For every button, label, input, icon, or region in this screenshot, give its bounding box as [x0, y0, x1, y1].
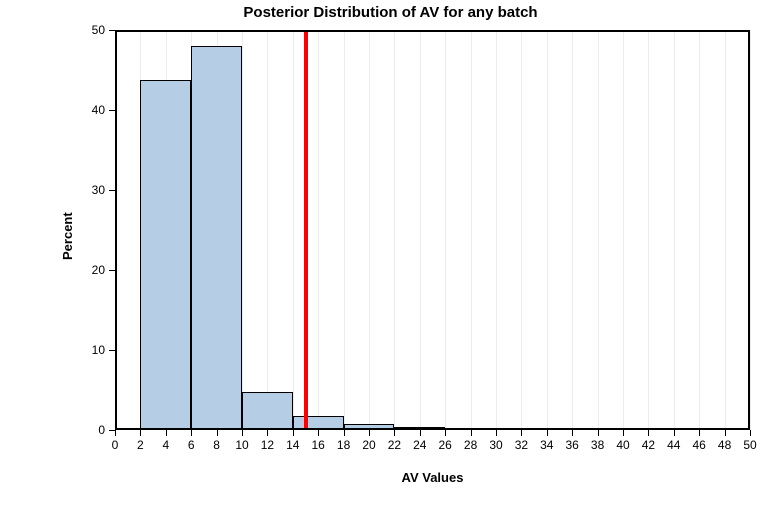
x-tick [420, 430, 421, 436]
gridline [420, 30, 421, 430]
histogram-bar [242, 392, 293, 430]
x-tick [750, 430, 751, 436]
x-tick-label: 16 [306, 438, 330, 452]
y-axis-label: Percent [60, 212, 75, 260]
x-tick [725, 430, 726, 436]
gridline [115, 30, 116, 430]
y-tick-label: 40 [75, 103, 105, 117]
x-tick-label: 44 [662, 438, 686, 452]
gridline [750, 30, 751, 430]
x-tick [623, 430, 624, 436]
x-tick [572, 430, 573, 436]
x-tick [293, 430, 294, 436]
y-tick [109, 270, 115, 271]
x-tick [166, 430, 167, 436]
x-tick-label: 38 [586, 438, 610, 452]
gridline [445, 30, 446, 430]
x-tick [369, 430, 370, 436]
gridline [318, 30, 319, 430]
x-tick-label: 0 [103, 438, 127, 452]
x-tick-label: 42 [636, 438, 660, 452]
x-tick [140, 430, 141, 436]
x-tick [648, 430, 649, 436]
histogram-bar [140, 80, 191, 430]
x-tick [699, 430, 700, 436]
x-tick-label: 20 [357, 438, 381, 452]
chart-container: Posterior Distribution of AV for any bat… [0, 0, 781, 517]
gridline [598, 30, 599, 430]
x-tick-label: 26 [433, 438, 457, 452]
x-tick [217, 430, 218, 436]
x-tick-label: 46 [687, 438, 711, 452]
gridline [699, 30, 700, 430]
x-tick [496, 430, 497, 436]
y-tick [109, 350, 115, 351]
x-tick [598, 430, 599, 436]
x-tick-label: 2 [128, 438, 152, 452]
x-tick-label: 36 [560, 438, 584, 452]
x-tick-label: 6 [179, 438, 203, 452]
chart-title: Posterior Distribution of AV for any bat… [0, 4, 781, 21]
x-tick-label: 12 [255, 438, 279, 452]
x-tick-label: 4 [154, 438, 178, 452]
gridline [648, 30, 649, 430]
x-tick-label: 32 [509, 438, 533, 452]
x-tick [267, 430, 268, 436]
x-tick [242, 430, 243, 436]
histogram-bar [191, 46, 242, 430]
x-tick-label: 10 [230, 438, 254, 452]
y-tick-label: 10 [75, 343, 105, 357]
x-tick [394, 430, 395, 436]
y-tick [109, 190, 115, 191]
x-tick [445, 430, 446, 436]
gridline [674, 30, 675, 430]
gridline [267, 30, 268, 430]
x-tick [115, 430, 116, 436]
histogram-bar [293, 416, 344, 430]
x-tick-label: 8 [205, 438, 229, 452]
x-tick [547, 430, 548, 436]
x-tick-label: 28 [459, 438, 483, 452]
y-tick-label: 30 [75, 183, 105, 197]
x-tick-label: 48 [713, 438, 737, 452]
gridline [725, 30, 726, 430]
gridline [242, 30, 243, 430]
x-tick-label: 30 [484, 438, 508, 452]
x-tick-label: 40 [611, 438, 635, 452]
gridline [394, 30, 395, 430]
gridline [344, 30, 345, 430]
x-tick [191, 430, 192, 436]
gridline [547, 30, 548, 430]
x-tick-label: 24 [408, 438, 432, 452]
y-tick [109, 30, 115, 31]
x-tick-label: 50 [738, 438, 762, 452]
x-tick [521, 430, 522, 436]
gridline [496, 30, 497, 430]
x-tick-label: 34 [535, 438, 559, 452]
gridline [623, 30, 624, 430]
reference-line [304, 30, 308, 430]
x-tick-label: 22 [382, 438, 406, 452]
x-tick [471, 430, 472, 436]
x-tick-label: 14 [281, 438, 305, 452]
gridline [369, 30, 370, 430]
y-tick-label: 0 [75, 423, 105, 437]
x-tick-label: 18 [332, 438, 356, 452]
y-tick [109, 110, 115, 111]
x-tick [318, 430, 319, 436]
gridline [471, 30, 472, 430]
y-tick-label: 20 [75, 263, 105, 277]
gridline [521, 30, 522, 430]
x-axis-label: AV Values [115, 470, 750, 485]
x-tick [674, 430, 675, 436]
x-tick [344, 430, 345, 436]
plot-area [115, 30, 750, 430]
y-tick-label: 50 [75, 23, 105, 37]
gridline [293, 30, 294, 430]
gridline [572, 30, 573, 430]
